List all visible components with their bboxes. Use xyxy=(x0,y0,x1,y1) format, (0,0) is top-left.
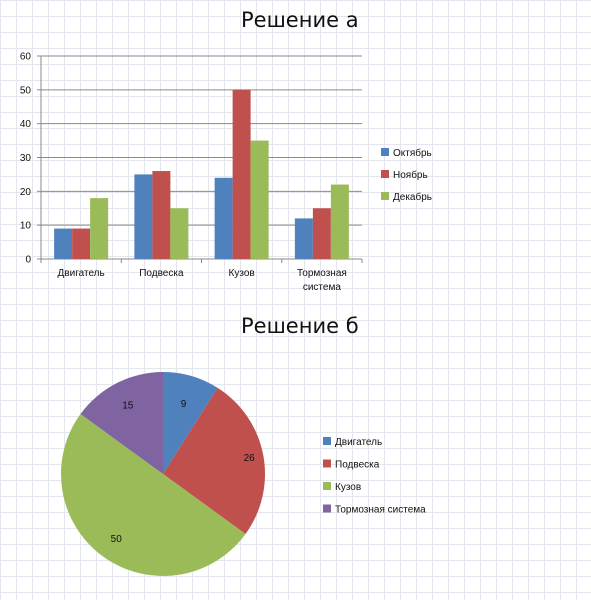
y-tick-label: 10 xyxy=(20,221,32,232)
bar xyxy=(250,140,269,259)
legend-label: Тормозная система xyxy=(335,505,426,516)
x-tick-label: система xyxy=(303,282,341,293)
legend-label: Октябрь xyxy=(393,147,432,159)
pie-slice xyxy=(163,372,218,474)
bar xyxy=(54,228,73,259)
bar xyxy=(72,228,91,259)
pie-data-label: 9 xyxy=(181,399,187,410)
legend-label: Подвеска xyxy=(335,460,380,471)
x-tick-label: Подвеска xyxy=(139,268,184,279)
legend-swatch xyxy=(323,459,331,468)
legend-label: Двигатель xyxy=(335,437,382,448)
bar xyxy=(330,184,349,259)
bar xyxy=(170,208,189,259)
bar xyxy=(312,208,331,259)
x-tick-label: Кузов xyxy=(229,268,255,279)
legend-swatch xyxy=(381,170,389,178)
x-tick-label: Тормозная xyxy=(297,268,347,279)
pie-slice xyxy=(80,372,163,474)
legend-swatch xyxy=(323,482,331,490)
bar-chart-title: Решение а xyxy=(241,8,359,32)
pie-chart-title: Решение б xyxy=(241,314,359,338)
y-tick-label: 30 xyxy=(20,153,32,164)
legend-label: Ноябрь xyxy=(393,169,428,181)
y-tick-label: 60 xyxy=(20,52,32,63)
y-tick-label: 40 xyxy=(20,119,32,130)
bar xyxy=(294,218,313,259)
legend-swatch xyxy=(323,504,331,513)
legend-label: Кузов xyxy=(335,482,361,493)
legend-swatch xyxy=(381,192,389,200)
bar xyxy=(232,89,251,259)
y-tick-label: 50 xyxy=(20,85,32,96)
x-tick-label: Двигатель xyxy=(58,268,105,279)
bar xyxy=(134,174,153,259)
bar xyxy=(152,171,171,259)
pie-data-label: 50 xyxy=(111,534,123,545)
pie-slice xyxy=(61,414,246,576)
bar xyxy=(214,177,233,259)
legend-label: Декабрь xyxy=(393,191,432,203)
y-tick-label: 20 xyxy=(20,187,32,198)
bar xyxy=(90,198,109,259)
legend-swatch xyxy=(381,148,389,156)
pie-slice xyxy=(163,387,265,534)
y-tick-label: 0 xyxy=(25,255,31,266)
legend-swatch xyxy=(323,437,331,445)
pie-data-label: 15 xyxy=(122,400,134,411)
pie-data-label: 26 xyxy=(244,453,256,464)
